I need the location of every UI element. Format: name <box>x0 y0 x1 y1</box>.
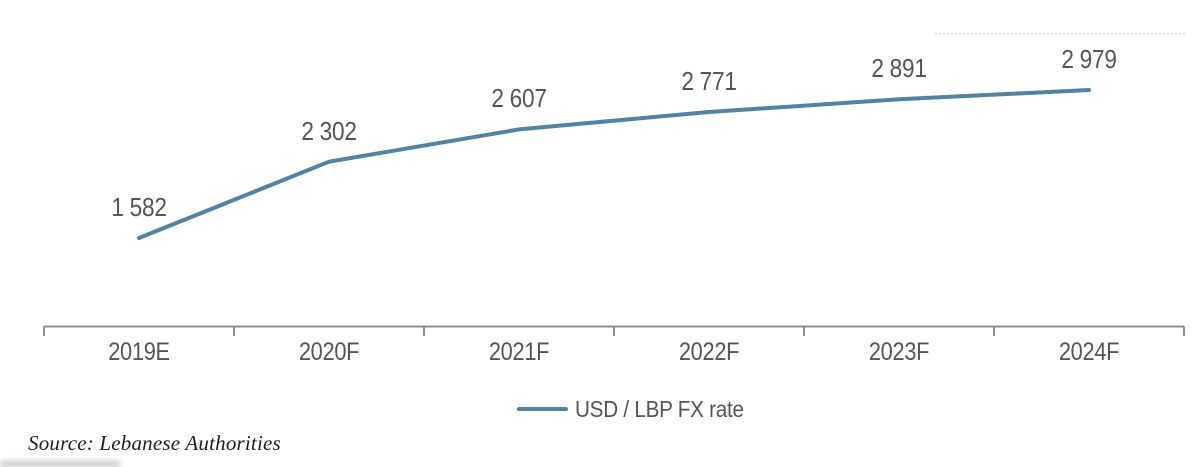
x-axis-label: 2023F <box>868 338 930 366</box>
x-axis-label: 2019E <box>108 338 170 366</box>
legend-line-swatch <box>517 407 568 411</box>
x-axis-label: 2020F <box>298 338 360 366</box>
x-axis-label: 2021F <box>488 338 550 366</box>
fx-rate-line <box>137 88 1091 240</box>
value-label: 2 891 <box>871 53 927 84</box>
faint-dotted-artifact <box>935 33 1185 35</box>
value-label: 1 582 <box>111 192 167 222</box>
source-note: Source: Lebanese Authorities <box>28 431 281 455</box>
legend: USD / LBP FX rate <box>517 397 763 421</box>
x-axis <box>43 325 1185 336</box>
value-label: 2 771 <box>681 66 737 96</box>
bottom-edge-smudge <box>0 461 120 467</box>
value-label: 2 302 <box>301 115 357 146</box>
x-axis-label: 2022F <box>678 338 740 366</box>
value-label: 2 607 <box>491 83 547 114</box>
value-label: 2 979 <box>1061 44 1117 74</box>
legend-label: USD / LBP FX rate <box>575 396 744 422</box>
x-axis-label: 2024F <box>1058 338 1120 366</box>
